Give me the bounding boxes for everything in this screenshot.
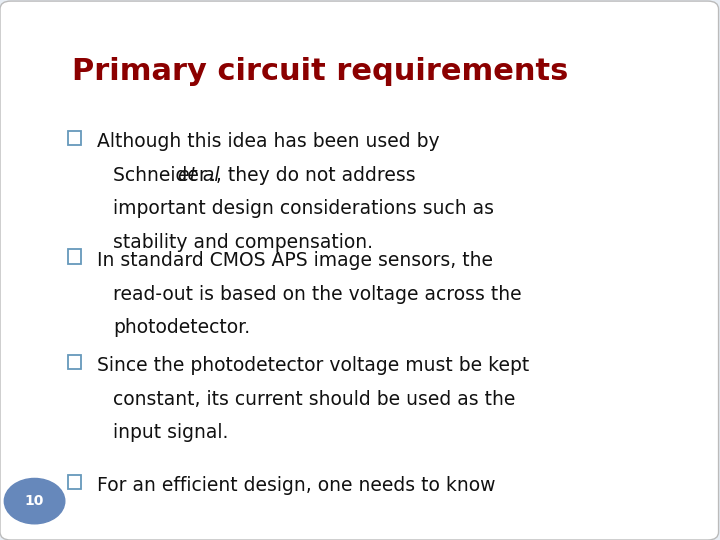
Text: constant, its current should be used as the: constant, its current should be used as … [113,390,516,409]
Text: For an efficient design, one needs to know: For an efficient design, one needs to kn… [97,476,495,495]
Text: stability and compensation.: stability and compensation. [113,233,373,252]
FancyBboxPatch shape [68,475,81,489]
Text: input signal.: input signal. [113,423,228,442]
Text: ., they do not address: ., they do not address [210,166,415,185]
Text: In standard CMOS APS image sensors, the: In standard CMOS APS image sensors, the [97,251,493,270]
FancyBboxPatch shape [68,131,81,145]
Text: Schneider: Schneider [113,166,213,185]
Text: Although this idea has been used by: Although this idea has been used by [97,132,440,151]
Text: 10: 10 [25,494,44,508]
Text: Primary circuit requirements: Primary circuit requirements [72,57,568,86]
Text: read-out is based on the voltage across the: read-out is based on the voltage across … [113,285,522,303]
Text: important design considerations such as: important design considerations such as [113,199,494,218]
FancyBboxPatch shape [68,355,81,369]
Circle shape [4,478,65,524]
FancyBboxPatch shape [68,249,81,264]
Text: Since the photodetector voltage must be kept: Since the photodetector voltage must be … [97,356,529,375]
Text: photodetector.: photodetector. [113,318,250,337]
Text: et al: et al [178,166,220,185]
